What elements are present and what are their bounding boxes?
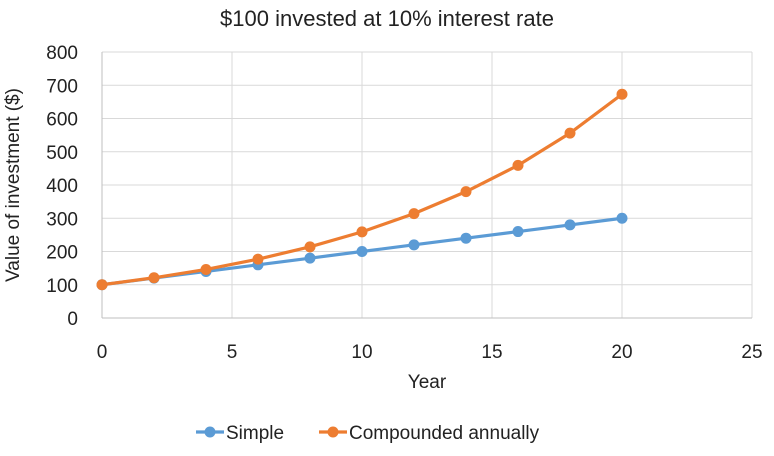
y-tick-label: 200 [46, 243, 78, 264]
x-tick-label: 20 [611, 342, 632, 363]
data-point [304, 252, 316, 264]
data-point [304, 241, 316, 253]
y-tick-label: 100 [46, 276, 78, 297]
data-point [460, 232, 472, 244]
y-tick-label: 300 [46, 209, 78, 230]
data-point [460, 186, 472, 198]
x-tick-label: 0 [97, 342, 108, 363]
data-point [512, 159, 524, 171]
data-point [148, 272, 160, 284]
chart-title: $100 invested at 10% interest rate [220, 6, 554, 31]
data-point [96, 279, 108, 291]
x-tick-label: 5 [227, 342, 238, 363]
legend-marker [327, 426, 339, 438]
data-point [200, 263, 212, 275]
legend-label: Compounded annually [349, 423, 540, 444]
data-point [356, 246, 368, 257]
data-point [616, 88, 628, 100]
x-tick-label: 25 [741, 342, 762, 363]
data-point [408, 208, 420, 220]
y-tick-label: 800 [46, 43, 78, 64]
y-tick-labels: 0 100 200 300 400 500 600 700 800 [46, 43, 78, 330]
legend: Simple Compounded annually [196, 423, 540, 444]
data-point [564, 219, 576, 231]
legend-item: Simple [196, 423, 284, 444]
data-point [356, 226, 368, 238]
data-point [564, 127, 576, 139]
data-point [408, 239, 420, 251]
data-point [252, 253, 264, 265]
x-axis-label: Year [408, 372, 447, 393]
data-point [616, 212, 628, 224]
axes [101, 52, 752, 319]
x-tick-label: 15 [481, 342, 502, 363]
series-compounded [96, 88, 628, 291]
series-group [96, 88, 628, 291]
legend-marker [204, 426, 216, 438]
y-tick-label: 600 [46, 110, 78, 131]
x-tick-label: 10 [351, 342, 372, 363]
legend-item: Compounded annually [319, 423, 540, 444]
y-tick-label: 0 [67, 309, 78, 330]
legend-label: Simple [226, 423, 284, 444]
x-tick-labels: 0 5 10 15 20 25 [97, 342, 763, 363]
y-tick-label: 400 [46, 176, 78, 197]
y-axis-label: Value of investment ($) [3, 88, 24, 282]
y-tick-label: 500 [46, 143, 78, 164]
y-tick-label: 700 [46, 76, 78, 97]
data-point [512, 226, 524, 238]
gridlines [102, 51, 753, 318]
